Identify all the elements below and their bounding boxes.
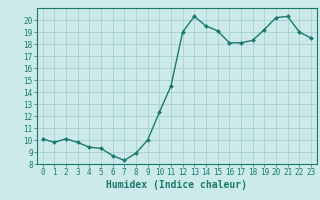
X-axis label: Humidex (Indice chaleur): Humidex (Indice chaleur) <box>106 180 247 190</box>
